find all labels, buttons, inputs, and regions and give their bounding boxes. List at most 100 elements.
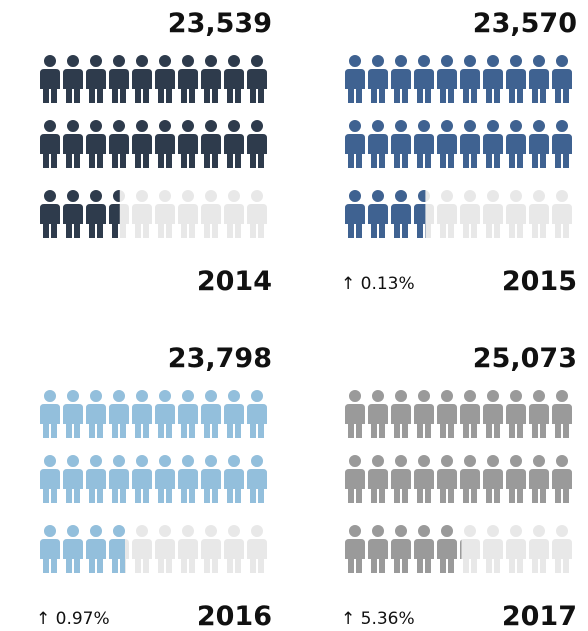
empty-icon <box>552 525 572 573</box>
person-icon <box>552 120 572 168</box>
person-icon <box>437 455 457 503</box>
person-icon <box>155 55 175 103</box>
person-icon <box>506 455 526 503</box>
person-icon <box>224 455 244 503</box>
person-icon <box>345 120 365 168</box>
person-icon <box>460 539 462 559</box>
person-icon <box>109 120 129 168</box>
person-icon <box>437 120 457 168</box>
person-icon <box>368 190 388 238</box>
person-icon <box>109 190 120 238</box>
person-icon <box>506 55 526 103</box>
person-icon <box>414 190 426 238</box>
empty-icon <box>201 525 221 573</box>
person-icon <box>247 55 267 103</box>
value-label: 23,570 <box>473 8 577 39</box>
empty-icon <box>132 525 152 573</box>
person-icon <box>345 455 365 503</box>
person-icon <box>483 390 503 438</box>
empty-icon <box>155 190 175 238</box>
year-label: 2014 <box>197 266 272 297</box>
empty-icon <box>132 190 152 238</box>
person-icon <box>132 455 152 503</box>
person-icon <box>368 525 388 573</box>
person-icon <box>247 390 267 438</box>
empty-icon <box>224 525 244 573</box>
pictogram <box>345 390 572 573</box>
year-label: 2017 <box>502 601 577 631</box>
year-label: 2015 <box>502 266 577 297</box>
person-icon <box>178 55 198 103</box>
value-label: 25,073 <box>473 343 577 374</box>
person-icon <box>109 390 129 438</box>
person-icon <box>63 120 83 168</box>
person-icon <box>368 120 388 168</box>
person-icon <box>552 455 572 503</box>
empty-icon <box>552 190 572 238</box>
person-icon <box>109 525 125 573</box>
empty-icon <box>506 190 526 238</box>
person-icon <box>460 120 480 168</box>
person-icon <box>40 120 60 168</box>
person-icon <box>178 390 198 438</box>
person-icon <box>155 390 175 438</box>
empty-icon <box>178 190 198 238</box>
person-icon <box>63 55 83 103</box>
person-icon <box>132 390 152 438</box>
person-icon <box>86 55 106 103</box>
person-icon <box>345 390 365 438</box>
person-icon <box>483 120 503 168</box>
person-icon <box>391 55 411 103</box>
person-icon <box>132 120 152 168</box>
person-icon <box>201 455 221 503</box>
person-icon <box>460 55 480 103</box>
person-icon <box>86 390 106 438</box>
person-icon <box>391 120 411 168</box>
person-icon <box>224 55 244 103</box>
empty-icon <box>460 190 480 238</box>
change-label: ↑ 0.13% <box>341 274 415 294</box>
empty-icon <box>224 190 244 238</box>
change-label: ↑ 5.36% <box>341 609 415 629</box>
person-icon <box>201 120 221 168</box>
person-icon <box>155 455 175 503</box>
empty-icon <box>155 525 175 573</box>
person-icon <box>529 55 549 103</box>
person-icon <box>414 525 434 573</box>
year-label: 2016 <box>197 601 272 631</box>
empty-icon <box>247 190 267 238</box>
person-icon <box>40 455 60 503</box>
person-icon <box>109 455 129 503</box>
pictogram <box>345 55 572 238</box>
person-icon <box>178 120 198 168</box>
person-icon <box>109 55 129 103</box>
person-icon <box>529 120 549 168</box>
person-icon <box>437 525 457 573</box>
person-icon <box>483 455 503 503</box>
empty-icon <box>483 525 503 573</box>
person-icon <box>40 55 60 103</box>
person-icon <box>414 455 434 503</box>
person-icon <box>201 390 221 438</box>
empty-icon <box>529 190 549 238</box>
person-icon <box>345 525 365 573</box>
person-icon <box>391 390 411 438</box>
person-icon <box>86 525 106 573</box>
person-icon <box>345 190 365 238</box>
person-icon <box>506 390 526 438</box>
person-icon <box>529 455 549 503</box>
empty-icon <box>483 190 503 238</box>
person-icon <box>132 55 152 103</box>
person-icon <box>552 55 572 103</box>
person-icon <box>40 525 60 573</box>
empty-icon <box>506 525 526 573</box>
change-label: ↑ 0.97% <box>36 609 110 629</box>
person-icon <box>460 390 480 438</box>
empty-icon <box>201 190 221 238</box>
person-icon <box>86 190 106 238</box>
person-icon <box>506 120 526 168</box>
empty-icon <box>247 525 267 573</box>
person-icon <box>368 455 388 503</box>
person-icon <box>178 455 198 503</box>
